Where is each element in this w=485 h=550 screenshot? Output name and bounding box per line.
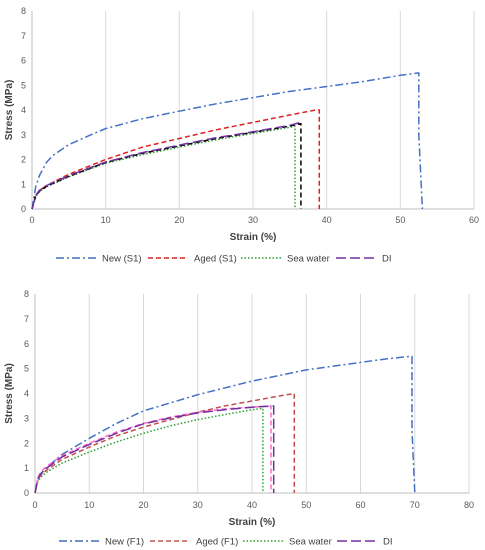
y-tick-label: 6	[21, 56, 26, 66]
series-line-unlabeled-3	[31, 122, 302, 210]
y-tick-label: 0	[24, 488, 29, 498]
legend-label: New (S1)	[102, 254, 142, 265]
y-tick-label: 8	[24, 289, 29, 299]
y-axis-label: Stress (MPa)	[4, 363, 15, 424]
x-tick-label: 20	[174, 215, 184, 225]
y-tick-label: 3	[24, 413, 29, 423]
x-tick-label: 70	[410, 500, 420, 510]
x-tick-label: 30	[193, 500, 203, 510]
series-line-new-f1	[34, 355, 416, 494]
legend-label: Aged (F1)	[196, 537, 238, 548]
legend-label: DI	[382, 254, 392, 265]
series-line-sea-water	[31, 125, 296, 210]
x-tick-label: 60	[469, 215, 479, 225]
series-line-di	[31, 122, 300, 210]
y-axis-label: Stress (MPa)	[4, 80, 15, 141]
y-tick-label: 4	[21, 105, 26, 115]
x-tick-label: 50	[301, 500, 311, 510]
y-tick-label: 4	[24, 389, 29, 399]
legend-label: Sea water	[289, 537, 332, 548]
y-tick-label: 0	[21, 204, 26, 214]
series-line-aged-s1	[31, 109, 321, 210]
y-tick-label: 1	[21, 179, 26, 189]
y-tick-label: 3	[21, 130, 26, 140]
x-axis-label: Strain (%)	[230, 232, 277, 243]
x-tick-label: 50	[395, 215, 405, 225]
x-tick-label: 20	[138, 500, 148, 510]
series-line-unlabeled-3	[34, 405, 272, 494]
x-tick-label: 10	[84, 500, 94, 510]
legend-label: New (F1)	[105, 537, 144, 548]
x-tick-label: 10	[101, 215, 111, 225]
x-tick-label: 30	[248, 215, 258, 225]
y-tick-label: 1	[24, 463, 29, 473]
y-tick-label: 6	[24, 339, 29, 349]
x-tick-label: 0	[32, 500, 37, 510]
x-tick-label: 0	[29, 215, 34, 225]
y-tick-label: 2	[24, 438, 29, 448]
series-line-aged-f1	[34, 392, 296, 494]
chart-1: 0 1 2 3 4 5 6 7 8 0 10 20 30 40 50 60 Strain (%) Stress (…	[4, 6, 479, 265]
y-tick-label: 2	[21, 155, 26, 165]
legend-label: DI	[383, 537, 393, 548]
y-tick-label: 7	[24, 314, 29, 324]
legend-label: Sea water	[287, 254, 330, 265]
legend-label: Aged (S1)	[194, 254, 237, 265]
y-tick-label: 8	[21, 6, 26, 16]
x-tick-label: 40	[247, 500, 257, 510]
x-tick-label: 40	[322, 215, 332, 225]
series-line-sea-water	[34, 407, 264, 494]
y-tick-label: 5	[21, 80, 26, 90]
y-tick-label: 5	[24, 364, 29, 374]
x-tick-label: 60	[355, 500, 365, 510]
x-tick-label: 80	[464, 500, 474, 510]
series-line-di	[34, 405, 275, 494]
series-line-new-s1	[31, 72, 424, 210]
x-axis-label: Strain (%)	[229, 517, 276, 528]
y-tick-label: 7	[21, 31, 26, 41]
